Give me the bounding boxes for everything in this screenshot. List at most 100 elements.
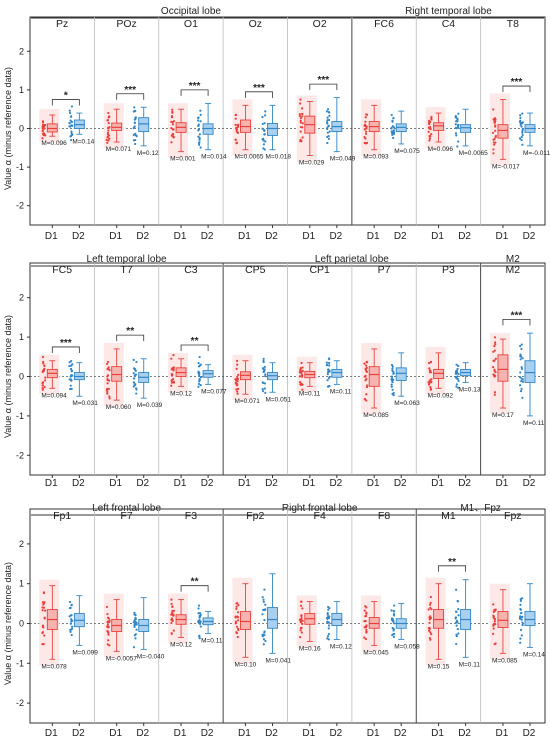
- channel-label: POz: [116, 18, 136, 30]
- day-label: D1: [238, 231, 251, 242]
- data-point: [364, 605, 367, 608]
- data-point: [43, 634, 46, 637]
- data-point: [41, 129, 44, 133]
- data-point: [234, 620, 238, 623]
- data-point: [326, 108, 330, 111]
- data-point: [134, 618, 137, 621]
- significance-bracket: [116, 334, 145, 342]
- data-point: [133, 106, 136, 109]
- data-point: [262, 600, 265, 603]
- data-point: [237, 373, 240, 376]
- data-point: [69, 119, 72, 122]
- data-point: [264, 603, 267, 606]
- channel-label: P7: [378, 264, 391, 276]
- data-point: [301, 619, 304, 622]
- data-point: [235, 130, 238, 133]
- data-point: [521, 133, 524, 137]
- mean-annotation: M=0.071: [106, 146, 132, 153]
- data-point: [107, 631, 110, 634]
- data-point: [392, 629, 395, 632]
- significance-stars: ***: [511, 77, 523, 88]
- data-point: [199, 625, 202, 628]
- data-point: [365, 628, 368, 631]
- data-point: [300, 631, 303, 634]
- mean-annotation: M=0.0065: [459, 150, 488, 157]
- day-label: D2: [394, 478, 407, 489]
- data-point: [171, 605, 174, 608]
- box-d2: [267, 123, 278, 136]
- mean-annotation: M=0.045: [363, 649, 389, 656]
- data-point: [134, 117, 137, 121]
- data-point: [199, 363, 202, 366]
- data-point: [521, 621, 524, 624]
- data-point: [197, 128, 201, 131]
- data-point: [428, 621, 431, 624]
- y-tick-label: -1: [16, 162, 24, 172]
- data-point: [364, 120, 367, 123]
- day-label: D2: [265, 478, 278, 489]
- data-point: [299, 626, 303, 630]
- data-point: [428, 626, 431, 630]
- data-point: [520, 377, 523, 380]
- data-point: [327, 137, 331, 141]
- data-point: [135, 360, 138, 364]
- data-point: [133, 619, 136, 623]
- data-point: [492, 350, 495, 353]
- significance-bracket: [309, 83, 338, 91]
- y-tick-label: -2: [16, 201, 24, 211]
- data-point: [106, 616, 110, 619]
- data-point: [454, 132, 458, 135]
- data-point: [41, 609, 44, 612]
- data-point: [264, 375, 267, 378]
- y-tick-label: 1: [19, 579, 24, 589]
- data-point: [264, 140, 267, 143]
- data-point: [455, 383, 458, 386]
- data-point: [521, 128, 524, 131]
- data-point: [133, 634, 136, 637]
- data-point: [325, 110, 328, 113]
- data-point: [197, 135, 200, 138]
- data-point: [429, 615, 432, 618]
- channel-label: CP1: [309, 264, 330, 276]
- data-point: [519, 353, 522, 356]
- day-label: D1: [109, 231, 122, 242]
- data-point: [519, 603, 522, 606]
- data-point: [494, 371, 497, 374]
- data-point: [491, 632, 495, 635]
- significance-bracket: [51, 346, 80, 353]
- data-point: [106, 382, 109, 385]
- significance-stars: ***: [60, 338, 72, 349]
- data-point: [106, 119, 110, 122]
- data-point: [520, 634, 523, 637]
- y-axis-label: Value α (minus reference data): [3, 67, 13, 190]
- data-point: [70, 604, 73, 607]
- day-label: D1: [45, 478, 58, 489]
- group-label: Left temporal lobe: [87, 254, 167, 265]
- data-point: [493, 349, 496, 352]
- mean-annotation: M=0.16: [299, 645, 321, 652]
- day-label: D2: [458, 478, 471, 489]
- mean-annotation: M=0.15: [428, 663, 450, 670]
- data-point: [198, 635, 201, 638]
- data-point: [429, 601, 432, 604]
- data-point: [107, 129, 110, 132]
- data-point: [428, 379, 431, 382]
- mean-annotation: M=0.063: [394, 400, 420, 407]
- data-point: [235, 126, 239, 129]
- data-point: [263, 365, 266, 368]
- data-point: [391, 626, 394, 630]
- data-point: [328, 111, 331, 114]
- data-point: [44, 609, 47, 612]
- channel-label: C3: [184, 264, 198, 276]
- data-point: [365, 399, 368, 402]
- day-label: D1: [367, 231, 380, 242]
- data-point: [326, 613, 329, 616]
- data-point: [197, 619, 200, 623]
- data-point: [108, 115, 111, 118]
- data-point: [493, 359, 496, 362]
- data-point: [261, 367, 265, 370]
- data-point: [301, 112, 304, 116]
- data-point: [427, 383, 431, 386]
- box-d1: [497, 611, 509, 628]
- day-label: D2: [136, 231, 149, 242]
